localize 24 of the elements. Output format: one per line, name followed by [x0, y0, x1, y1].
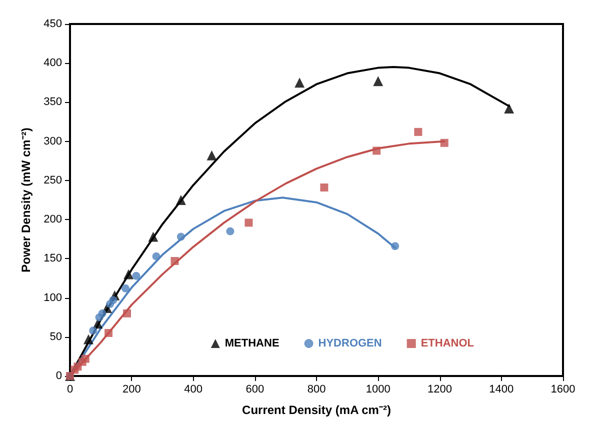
legend-label: ETHANOL	[420, 338, 474, 350]
y-tick-label: 300	[44, 135, 62, 148]
x-tick-label: 1400	[489, 384, 514, 396]
x-tick-label: 1000	[366, 384, 390, 396]
y-axis-title: Power Density (mW cm⁻²)	[19, 128, 33, 272]
x-tick-label: 800	[307, 384, 326, 396]
y-tick-label: 50	[50, 330, 62, 343]
legend-label: HYDROGEN	[318, 338, 382, 350]
x-tick-label: 1200	[428, 384, 452, 396]
x-tick-label: 200	[122, 384, 141, 396]
x-tick-label: 400	[184, 384, 202, 396]
x-tick-label: 600	[246, 384, 264, 396]
y-tick-label: 0	[56, 370, 62, 382]
x-tick-label: 1600	[550, 384, 576, 396]
y-tick-label: 100	[44, 292, 62, 304]
y-tick-label: 150	[44, 252, 62, 265]
y-tick-label: 250	[44, 174, 62, 186]
y-tick-label: 450	[44, 18, 62, 30]
x-axis-title: Current Density (mA cm⁻²)	[242, 403, 391, 417]
legend-label: METHANE	[224, 338, 280, 350]
y-tick-label: 200	[44, 214, 62, 226]
x-tick-label: 0	[66, 384, 74, 396]
y-tick-label: 400	[44, 57, 62, 70]
y-tick-label: 350	[44, 96, 62, 108]
